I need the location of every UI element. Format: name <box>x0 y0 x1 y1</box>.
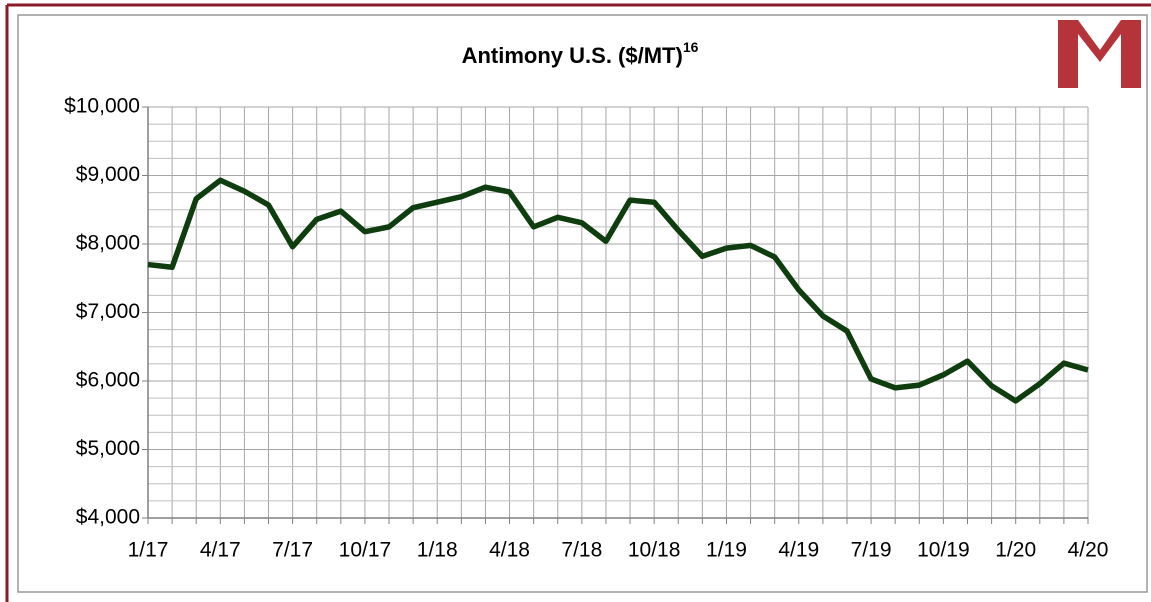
logo-left <box>1058 20 1078 88</box>
chart-border <box>17 14 1148 593</box>
y-tick-label: $10,000 <box>64 95 140 118</box>
x-tick-label: 4/17 <box>200 539 241 562</box>
logo-middle <box>1078 20 1121 62</box>
title-superscript: 16 <box>683 39 699 55</box>
x-tick-label: 1/19 <box>706 539 747 562</box>
x-tick-label: 10/18 <box>628 539 681 562</box>
y-tick-label: $5,000 <box>76 437 140 460</box>
x-tick-label: 4/18 <box>489 539 530 562</box>
y-tick-label: $6,000 <box>76 369 140 392</box>
x-tick-label: 1/17 <box>128 539 169 562</box>
x-tick-label: 10/19 <box>917 539 970 562</box>
y-tick-label: $8,000 <box>76 232 140 255</box>
y-tick-label: $9,000 <box>76 163 140 186</box>
series-line <box>147 177 1089 404</box>
y-tick-label: $7,000 <box>76 300 140 323</box>
x-tick-label: 1/18 <box>417 539 458 562</box>
title-text: Antimony U.S. ($/MT) <box>462 43 683 68</box>
x-tick-label: 7/19 <box>851 539 892 562</box>
x-tick-label: 1/20 <box>995 539 1036 562</box>
logo-right <box>1121 20 1141 88</box>
x-tick-label: 7/17 <box>272 539 313 562</box>
x-tick-label: 4/19 <box>778 539 819 562</box>
y-tick-label: $4,000 <box>76 506 140 529</box>
x-tick-label: 10/17 <box>339 539 392 562</box>
logo <box>1058 20 1141 88</box>
chart-title: Antimony U.S. ($/MT)16 <box>462 39 699 68</box>
x-tick-label: 4/20 <box>1068 539 1109 562</box>
x-tick-label: 7/18 <box>561 539 602 562</box>
